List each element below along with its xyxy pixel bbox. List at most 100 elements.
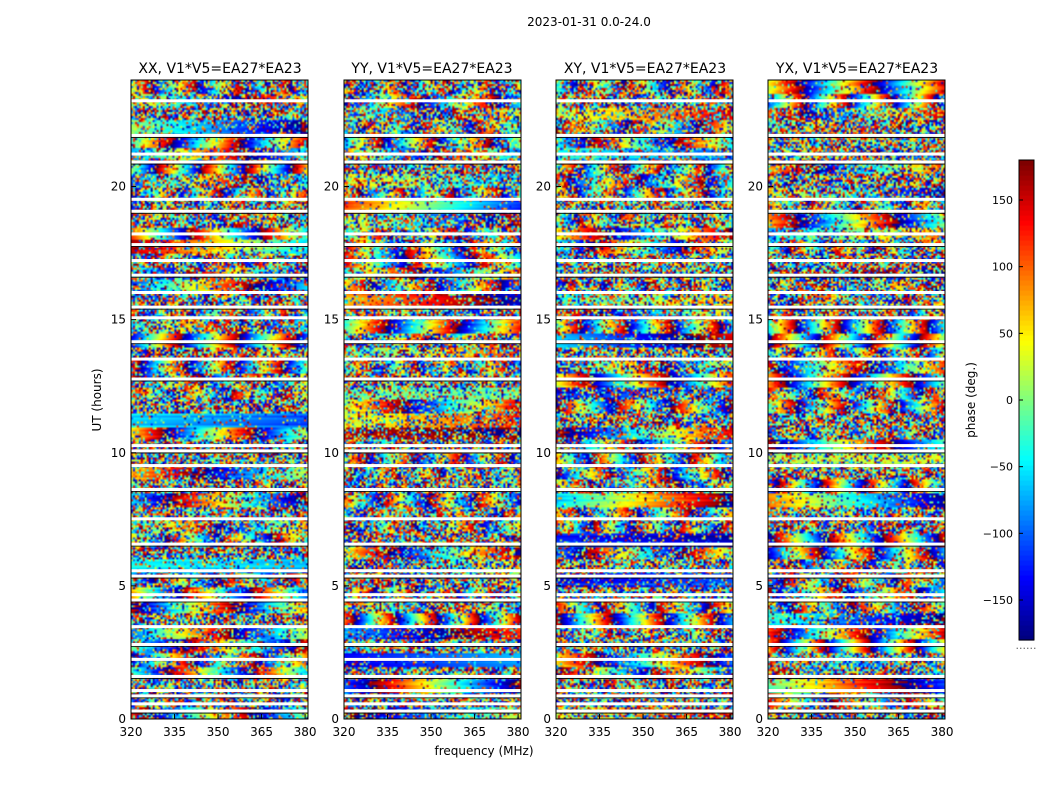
flagged-gap-band (131, 625, 308, 629)
flagged-gap-band (556, 517, 733, 521)
flagged-gap-band (556, 449, 733, 453)
flagged-gap-band (344, 160, 521, 164)
flagged-gap-band (344, 197, 521, 201)
colorbar-tick-label: 0 (1006, 394, 1013, 407)
flagged-gap-band (768, 642, 945, 646)
panel-frame (555, 79, 734, 720)
flagged-gap-band (131, 569, 308, 573)
flagged-gap-band (768, 517, 945, 521)
colorbar-segment (1019, 485, 1034, 491)
colorbar-segment (1019, 405, 1034, 411)
colorbar-segment (1019, 395, 1034, 401)
phase-heatmap-image (344, 80, 521, 719)
colorbar-segment (1019, 615, 1034, 621)
flagged-gap-band (131, 133, 308, 137)
flagged-gap-band (131, 160, 308, 164)
flagged-gap-band (768, 488, 945, 492)
colorbar-segment (1019, 245, 1034, 251)
panel-plot-area-xy: 320 335 350 365 380 0 5 10 15 20 (536, 79, 742, 739)
flagged-gap-band (344, 517, 521, 521)
flagged-gap-band (768, 444, 945, 448)
x-tick-label: 365 (887, 725, 910, 739)
y-tick-label: 10 (111, 446, 126, 460)
flagged-gap-band (768, 273, 945, 277)
colorbar-tick-label: 100 (992, 261, 1013, 274)
y-tick-label: 0 (543, 712, 551, 726)
colorbar-segment (1019, 335, 1034, 341)
panel-yx: YX, V1*V5=EA27*EA23 320 335 350 365 380 0 5 10 1… (748, 61, 954, 739)
flagged-gap-band (768, 291, 945, 294)
panel-title-yx: YX, V1*V5=EA27*EA23 (775, 61, 938, 77)
colorbar-segment (1019, 225, 1034, 231)
flagged-gap-band (556, 357, 733, 361)
colorbar-segment (1019, 300, 1034, 306)
x-tick-label: 335 (588, 725, 611, 739)
y-tick-label: 0 (331, 712, 339, 726)
x-tick-label: 335 (800, 725, 823, 739)
y-tick-label: 15 (536, 313, 551, 327)
colorbar-segment (1019, 170, 1034, 176)
flagged-gap-band (768, 197, 945, 201)
flagged-gap-band (768, 569, 945, 573)
panel-yy: YY, V1*V5=EA27*EA23 320 335 350 365 380 0 5 10 1… (324, 61, 530, 739)
flagged-gap-band (556, 574, 733, 578)
colorbar-segment (1019, 345, 1034, 351)
flagged-gap-band (556, 316, 733, 320)
flagged-gap-band (131, 517, 308, 521)
colorbar-segment (1019, 205, 1034, 211)
colorbar-segment (1019, 450, 1034, 456)
flagged-gap-band (344, 625, 521, 629)
colorbar-segment (1019, 510, 1034, 516)
panel-plot-area-yx: 320 335 350 365 380 0 5 10 15 20 (748, 79, 954, 739)
flagged-gap-band (768, 598, 945, 602)
flagged-gap-band (344, 574, 521, 578)
flagged-gap-band (768, 232, 945, 236)
flagged-gap-band (344, 488, 521, 492)
colorbar-segment (1019, 580, 1034, 586)
x-tick-label: 365 (675, 725, 698, 739)
flagged-gap-band (768, 674, 945, 678)
colorbar-segment (1019, 550, 1034, 556)
colorbar-segment (1019, 165, 1034, 171)
flagged-gap-band (768, 449, 945, 453)
flagged-gap-band (768, 305, 945, 309)
flagged-gap-band (768, 709, 945, 713)
colorbar-segment (1019, 330, 1034, 336)
colorbar-segment (1019, 235, 1034, 241)
colorbar-segment (1019, 500, 1034, 506)
flagged-gap-band (344, 273, 521, 277)
colorbar-segment (1019, 475, 1034, 481)
flagged-gap-band (556, 133, 733, 137)
colorbar-segment (1019, 455, 1034, 461)
y-tick-label: 20 (111, 180, 126, 194)
colorbar-segment (1019, 290, 1034, 296)
colorbar-segment (1019, 470, 1034, 476)
flagged-gap-band (131, 243, 308, 247)
colorbar-segment (1019, 590, 1034, 596)
x-tick-label: 365 (463, 725, 486, 739)
colorbar-segment (1019, 310, 1034, 316)
colorbar-segment (1019, 260, 1034, 266)
x-tick-label: 365 (250, 725, 273, 739)
colorbar-segment (1019, 350, 1034, 356)
flagged-gap-band (768, 243, 945, 247)
flagged-gap-band (131, 357, 308, 361)
y-axis-label: UT (hours) (90, 368, 104, 431)
flagged-gap-band (556, 232, 733, 236)
colorbar-segment (1019, 480, 1034, 486)
flagged-gap-band (131, 152, 308, 156)
colorbar-segment (1019, 460, 1034, 466)
colorbar-segment (1019, 220, 1034, 226)
y-tick-label: 5 (331, 579, 339, 593)
flagged-gap-band (131, 702, 308, 706)
flagged-gap-band (344, 694, 521, 698)
figure-suptitle: 2023-01-31 0.0-24.0 (527, 15, 651, 29)
x-tick-label: 320 (545, 725, 568, 739)
colorbar-segment (1019, 285, 1034, 291)
colorbar-segment (1019, 635, 1034, 641)
colorbar-tick-label: −150 (983, 594, 1013, 607)
flagged-gap-band (131, 444, 308, 448)
flagged-gap-band (556, 488, 733, 492)
colorbar-segment (1019, 315, 1034, 321)
